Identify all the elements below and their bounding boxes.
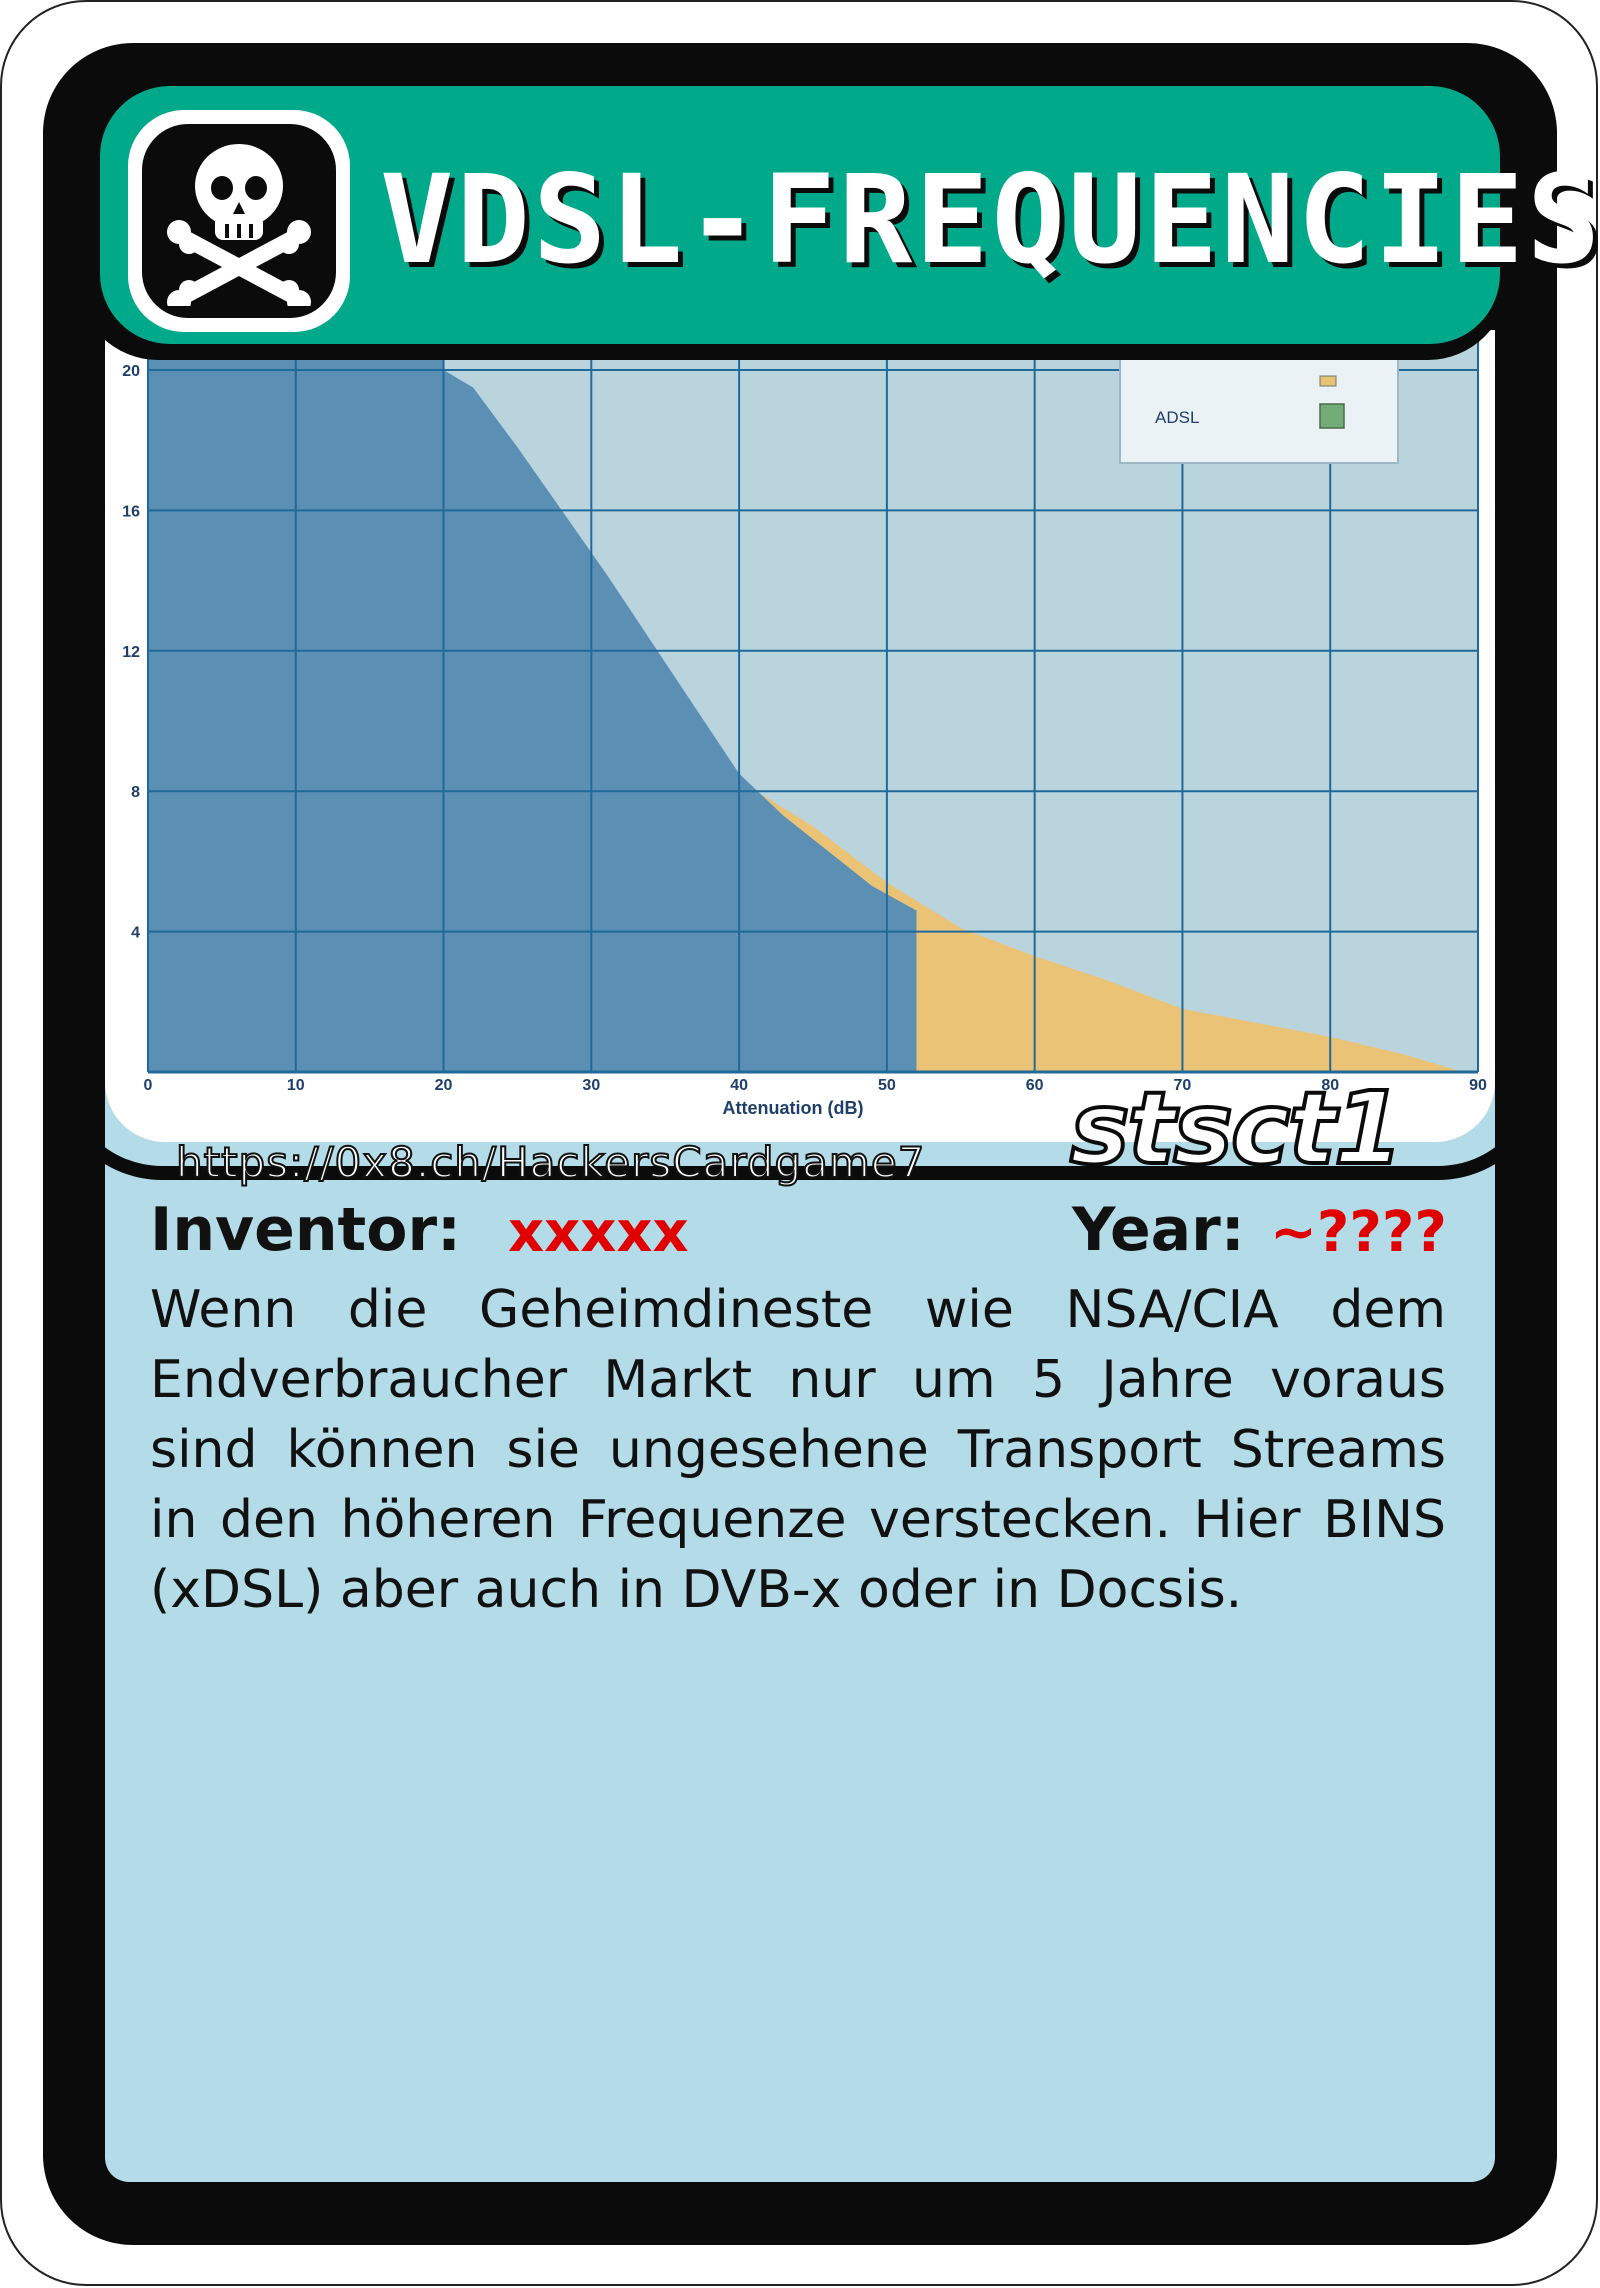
year-label: Year: xyxy=(1072,1195,1245,1265)
inventor-value: xxxxx xyxy=(508,1200,689,1265)
legend-swatch-adsl xyxy=(1319,403,1345,429)
x-tick-label: 20 xyxy=(435,1077,453,1094)
legend-label-adsl: ADSL xyxy=(1155,408,1199,427)
chart-panel: 0 10 20 30 40 50 60 70 80 90 4 8 12 16 20 Attenuation (… xyxy=(105,330,1495,1142)
y-tick-label: 20 xyxy=(122,363,140,380)
vdsl-frequency-chart: 0 10 20 30 40 50 60 70 80 90 4 8 12 16 20 Attenuation (… xyxy=(122,330,1487,1118)
y-tick-label: 16 xyxy=(122,503,140,520)
x-tick-label: 30 xyxy=(582,1077,600,1094)
legend-swatch-band xyxy=(1319,375,1337,387)
y-tick-label: 8 xyxy=(131,784,140,801)
x-tick-label: 60 xyxy=(1026,1077,1044,1094)
x-tick-label: 70 xyxy=(1174,1077,1192,1094)
inventor-label: Inventor: xyxy=(150,1195,462,1265)
card-url[interactable]: https://0x8.ch/HackersCardgame7 xyxy=(175,1137,926,1188)
author-tag: stsct1 xyxy=(1068,1068,1406,1189)
y-tick-label: 4 xyxy=(131,925,140,942)
series-area-band-2 xyxy=(148,370,917,1072)
x-tick-label: 40 xyxy=(730,1077,748,1094)
x-axis-label: Attenuation (dB) xyxy=(723,1098,864,1118)
card-title: VDSL-FREQUENCIES xyxy=(380,149,1600,291)
x-tick-label: 80 xyxy=(1321,1077,1339,1094)
x-tick-label: 10 xyxy=(287,1077,305,1094)
card-description: Wenn die Geheimdineste wie NSA/CIA dem E… xyxy=(150,1280,1446,1620)
x-tick-label: 50 xyxy=(878,1077,896,1094)
x-tick-label: 0 xyxy=(144,1077,153,1094)
skull-crossbones-icon xyxy=(142,124,336,318)
x-tick-label: 90 xyxy=(1469,1077,1487,1094)
y-tick-label: 12 xyxy=(122,644,140,661)
year-value: ~???? xyxy=(1270,1200,1447,1265)
